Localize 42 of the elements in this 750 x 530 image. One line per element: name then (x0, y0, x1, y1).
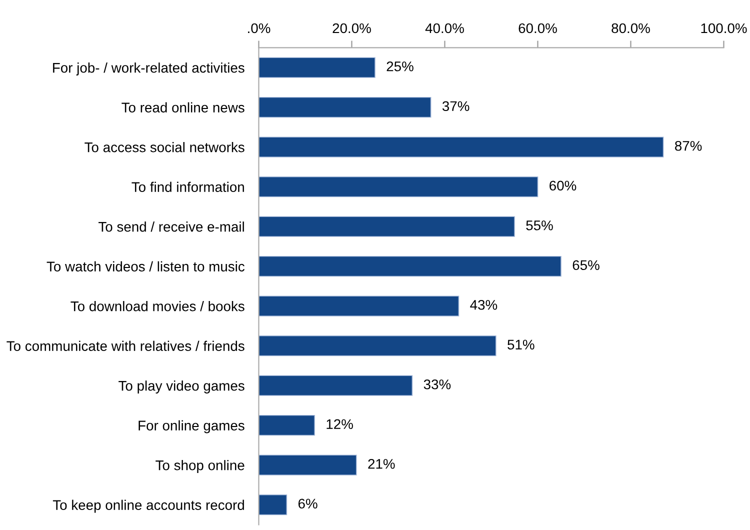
bar (258, 216, 515, 237)
data-label: 25% (386, 61, 414, 72)
data-label: 6% (298, 498, 318, 509)
bar (258, 136, 664, 158)
y-tick-label: To read online news (122, 102, 244, 112)
data-label: 55% (526, 220, 553, 230)
x-tick-label: 100.0% (701, 23, 747, 34)
bar (258, 57, 376, 78)
y-tick-label: To download movies / books (70, 301, 244, 312)
bar (258, 454, 357, 476)
x-tick-label: 20.0% (332, 23, 371, 34)
y-tick-label: To find information (132, 182, 244, 192)
data-label: 33% (424, 379, 451, 390)
data-label: 21% (368, 458, 395, 469)
data-label: 87% (675, 140, 702, 151)
y-tick-label: To play video games (118, 380, 244, 394)
y-tick-label: To watch videos / listen to music (46, 261, 245, 272)
x-tick-label: 60.0% (518, 23, 557, 34)
bar (258, 176, 538, 198)
data-label: 51% (508, 340, 534, 350)
y-tick-label: To communicate with relatives / friends (6, 340, 244, 351)
y-tick-label: To send / receive e-mail (98, 222, 244, 232)
y-tick-label: For job- / work-related activities (53, 62, 244, 76)
bar (258, 256, 562, 277)
x-tick-label: .0% (248, 23, 270, 34)
y-tick-label: For online games (138, 420, 244, 434)
bar (258, 296, 460, 316)
y-tick-label: To shop online (156, 460, 244, 473)
data-label: 60% (550, 180, 576, 191)
y-tick-label: To access social networks (84, 142, 244, 152)
data-label: 37% (442, 101, 470, 112)
data-label: 12% (326, 419, 353, 429)
data-label: 65% (572, 260, 600, 270)
bar (258, 335, 496, 356)
bar (258, 414, 315, 436)
data-label: 43% (470, 300, 498, 310)
bar (258, 494, 288, 516)
bar (258, 375, 413, 396)
bar (258, 96, 432, 118)
y-tick-label: To keep online accounts record (52, 500, 244, 513)
x-tick-label: 40.0% (425, 23, 464, 34)
x-tick-label: 80.0% (612, 23, 650, 34)
